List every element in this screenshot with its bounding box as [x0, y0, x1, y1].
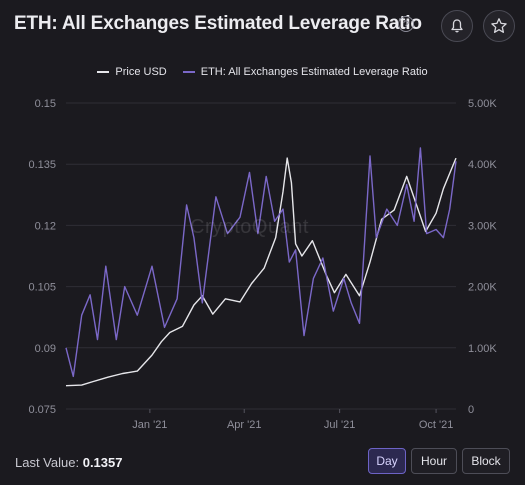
- y-right-tick-label: 5.00K: [468, 98, 497, 110]
- chart-plot[interactable]: 0.075 0 0.09 1.00K 0.105 2.00K 0.12 3.00K 0.135 4…: [0, 88, 525, 440]
- y-right-tick-label: 4.00K: [468, 159, 497, 171]
- watermark: CryptoQuant: [190, 216, 309, 238]
- chart-title: ETH: All Exchanges Estimated Leverage Ra…: [14, 13, 422, 34]
- star-icon: [491, 18, 507, 33]
- y-right-tick-label: 2.00K: [468, 282, 497, 294]
- legend-item-price[interactable]: Price USD: [97, 62, 167, 82]
- y-left-tick-label: 0.15: [35, 98, 56, 110]
- legend-swatch-ratio: [182, 71, 195, 73]
- legend-label-ratio: ETH: All Exchanges Estimated Leverage Ra…: [200, 66, 428, 78]
- timeframe-hour-button[interactable]: Hour: [411, 448, 457, 474]
- chart-legend: Price USD ETH: All Exchanges Estimated L…: [0, 62, 525, 82]
- legend-swatch-price: [97, 71, 110, 73]
- leverage-ratio-series-line: [65, 147, 457, 378]
- last-value-readout: Last Value: 0.1357: [15, 455, 122, 470]
- timeframe-block-button[interactable]: Block: [462, 448, 510, 474]
- y-left-tick-label: 0.09: [35, 343, 56, 355]
- y-left-tick-label: 0.12: [35, 220, 56, 232]
- help-icon[interactable]: ?: [398, 16, 414, 32]
- x-tick-label: Oct '21: [419, 419, 454, 431]
- bell-icon: [451, 19, 463, 33]
- y-left-tick-label: 0.135: [28, 159, 56, 171]
- price-series-line: [65, 157, 457, 387]
- chart-header: ETH: All Exchanges Estimated Leverage Ra…: [0, 0, 525, 52]
- x-tick-label: Jan '21: [132, 419, 167, 431]
- y-left-tick-label: 0.075: [28, 404, 56, 416]
- last-value: 0.1357: [82, 455, 123, 470]
- x-tick-label: Jul '21: [324, 419, 355, 431]
- favorite-button[interactable]: [483, 10, 515, 42]
- x-tick-label: Apr '21: [227, 419, 262, 431]
- y-left-tick-label: 0.105: [28, 282, 56, 294]
- y-right-tick-label: 1.00K: [468, 343, 497, 355]
- y-right-tick-label: 0: [468, 404, 474, 416]
- notification-button[interactable]: [441, 10, 473, 42]
- last-value-label: Last Value:: [15, 455, 80, 470]
- y-right-tick-label: 3.00K: [468, 220, 497, 232]
- legend-label-price: Price USD: [115, 66, 167, 78]
- timeframe-day-button[interactable]: Day: [368, 448, 406, 474]
- legend-item-ratio[interactable]: ETH: All Exchanges Estimated Leverage Ra…: [182, 62, 428, 82]
